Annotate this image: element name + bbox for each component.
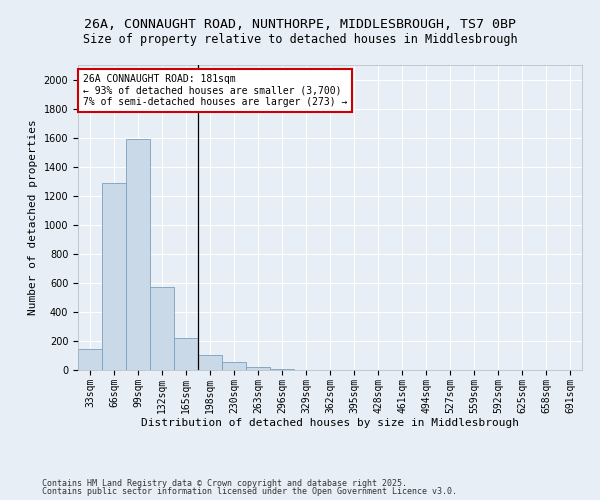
Bar — [102, 182, 126, 370]
Text: 26A CONNAUGHT ROAD: 181sqm
← 93% of detached houses are smaller (3,700)
7% of se: 26A CONNAUGHT ROAD: 181sqm ← 93% of deta… — [83, 74, 347, 108]
Text: Size of property relative to detached houses in Middlesbrough: Size of property relative to detached ho… — [83, 32, 517, 46]
Bar — [198, 355, 222, 370]
Text: 26A, CONNAUGHT ROAD, NUNTHORPE, MIDDLESBROUGH, TS7 0BP: 26A, CONNAUGHT ROAD, NUNTHORPE, MIDDLESB… — [84, 18, 516, 30]
Text: Contains HM Land Registry data © Crown copyright and database right 2025.: Contains HM Land Registry data © Crown c… — [42, 478, 407, 488]
Text: Contains public sector information licensed under the Open Government Licence v3: Contains public sector information licen… — [42, 487, 457, 496]
Bar — [174, 338, 198, 370]
Bar — [78, 349, 102, 370]
X-axis label: Distribution of detached houses by size in Middlesbrough: Distribution of detached houses by size … — [141, 418, 519, 428]
Bar — [126, 139, 150, 370]
Bar — [270, 368, 294, 370]
Bar — [222, 362, 246, 370]
Y-axis label: Number of detached properties: Number of detached properties — [28, 120, 38, 316]
Bar — [150, 287, 174, 370]
Bar — [246, 367, 270, 370]
